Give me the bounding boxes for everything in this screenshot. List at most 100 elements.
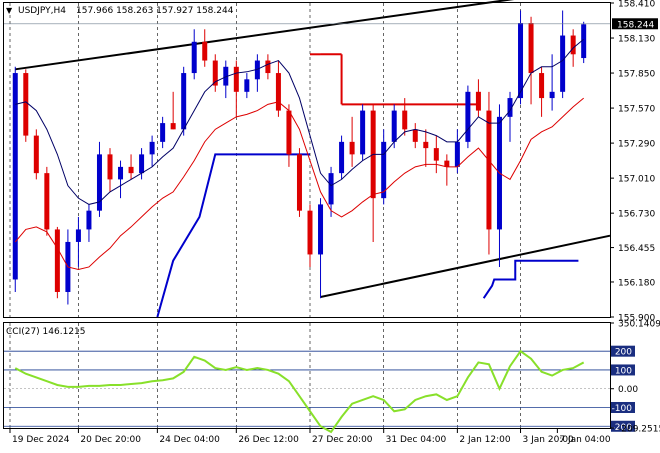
price-tick-label: 157.290	[618, 140, 655, 150]
candle-bear	[54, 229, 60, 292]
candle-bull	[75, 229, 81, 242]
support-step	[156, 153, 310, 318]
candle-bear	[233, 66, 239, 92]
svg-text:158.244: 158.244	[617, 20, 654, 30]
time-tick-label: 24 Dec 04:00	[159, 435, 220, 445]
candle-bull	[549, 91, 555, 99]
price-tick-label: 156.730	[618, 210, 655, 220]
price-tick-label: 156.180	[618, 278, 655, 288]
cci-tick-label: -209.2515	[618, 425, 660, 435]
ohlc-readout: 157.966 158.263 157.927 158.244	[76, 6, 234, 16]
candle-bear	[296, 154, 302, 211]
candle-bear	[402, 110, 408, 130]
candle-bull	[96, 154, 102, 211]
candle-bear	[286, 110, 292, 155]
time-axis: 19 Dec 2024 20 Dec 20:00 24 Dec 04:00 26 De…	[9, 429, 611, 445]
price-tick-label: 157.850	[618, 70, 655, 80]
time-tick-label: 3 Jan 20:00	[523, 435, 575, 445]
cci-level-badge	[611, 420, 635, 432]
candle-bull	[254, 60, 260, 80]
slow-moving-average	[14, 97, 585, 270]
candle-bear	[170, 123, 176, 130]
candle-bull	[381, 141, 387, 199]
cci-level-badge-label: 100	[615, 366, 632, 376]
current-price-badge: 158.244	[612, 18, 658, 30]
price-tick-label: 157.010	[618, 175, 655, 185]
time-tick-label: 20 Dec 20:00	[80, 435, 141, 445]
cci-line	[14, 349, 585, 434]
price-tick-label: 156.455	[618, 244, 655, 254]
cci-level-badge	[611, 364, 635, 376]
trendlines	[15, 0, 611, 298]
candle-bear	[33, 135, 39, 174]
candle-bull	[560, 35, 566, 92]
cci-indicator-label: CCI(27) 146.1215	[6, 327, 86, 337]
candle-bull	[223, 66, 229, 86]
cci-tick-label: 350.1409	[618, 320, 660, 330]
time-tick-label: 2 Jan 12:00	[459, 435, 511, 445]
candle-bear	[44, 173, 50, 230]
time-tick-label: 27 Dec 20:00	[312, 435, 373, 445]
candle-bull	[181, 73, 187, 130]
candle-bull	[12, 73, 18, 280]
candle-bull	[465, 91, 471, 142]
candle-bear	[433, 148, 439, 161]
candle-bear	[423, 141, 429, 149]
main-panel-frame	[3, 2, 611, 318]
candle-bull	[328, 173, 334, 205]
candle-bear	[275, 73, 281, 111]
candle-bull	[581, 24, 587, 59]
fast-moving-average	[15, 38, 585, 205]
cci-axis: 350.1409 200 100 0.00 -100 -200-209.2515	[610, 320, 660, 435]
symbol-label: USDJPY,H4	[18, 6, 66, 16]
candle-bull	[360, 110, 366, 155]
candle-bull	[139, 154, 145, 174]
time-tick-label: 31 Dec 04:00	[386, 435, 447, 445]
time-tick-label: 7 Jan 04:00	[559, 435, 611, 445]
candle-bull	[454, 141, 460, 167]
candle-bear	[307, 210, 313, 255]
candle-bear	[202, 41, 208, 61]
candle-bull	[160, 123, 166, 142]
candle-bear	[107, 154, 113, 180]
candle-bull	[318, 204, 324, 255]
candle-bear	[128, 166, 134, 174]
candle-bear	[539, 73, 545, 99]
trendline-upper	[15, 0, 515, 71]
candle-bull	[391, 110, 397, 142]
step-levels	[156, 53, 579, 318]
cci-level-badge	[611, 401, 635, 413]
price-tick-label: 155.900	[618, 314, 655, 324]
cci-level-badge-label: -100	[612, 404, 633, 414]
moving-averages	[14, 38, 585, 270]
candle-bear	[412, 129, 418, 142]
candle-bear	[444, 160, 450, 167]
cci-level-badge-label: -200	[612, 423, 633, 433]
candle-bear	[349, 141, 355, 155]
candle-bull	[507, 98, 513, 117]
candle-bear	[212, 60, 218, 86]
price-axis: 158.410 158.130 157.850 157.570 157.290 157.0…	[610, 0, 655, 324]
candle-bear	[475, 91, 481, 111]
cci-level-badge-label: 200	[615, 348, 632, 358]
price-tick-label: 158.130	[618, 35, 655, 45]
candle-bear	[23, 73, 29, 136]
candle-bull	[244, 79, 250, 92]
candle-bull	[149, 141, 155, 155]
cci-panel-frame	[3, 322, 611, 429]
candle-bear	[265, 60, 271, 74]
support-step	[482, 259, 579, 299]
header-arrow-icon[interactable]: ▼	[6, 6, 13, 15]
candle-bull	[118, 166, 124, 180]
price-tick-label: 157.570	[618, 105, 655, 115]
candle-bear	[486, 110, 492, 230]
candle-bear	[528, 23, 534, 74]
cci-level-badge	[611, 345, 635, 357]
candle-bull	[339, 141, 345, 174]
candle-bear	[570, 35, 576, 55]
price-tick-label: 158.410	[618, 0, 655, 10]
cci-series	[14, 349, 585, 434]
candle-bull	[86, 210, 92, 230]
